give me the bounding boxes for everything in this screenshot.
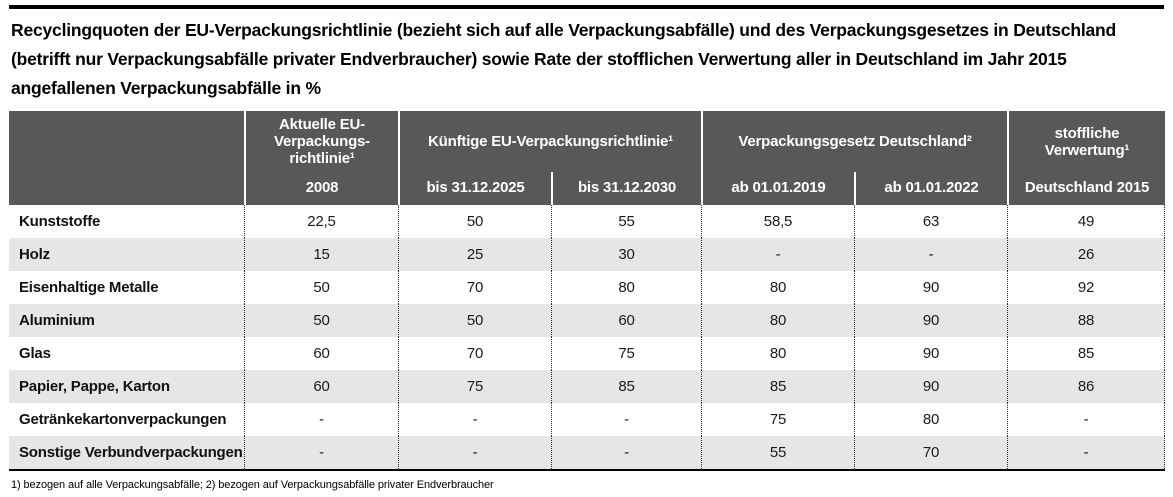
- value-cell: -: [551, 436, 701, 469]
- value-cell: 75: [551, 337, 701, 370]
- table-row: Getränkekartonverpackungen - - - 75 80 -: [9, 403, 1165, 436]
- value-cell: 55: [551, 205, 701, 238]
- value-cell: 60: [244, 370, 398, 403]
- value-cell: 50: [398, 205, 551, 238]
- value-cell: 90: [854, 370, 1007, 403]
- value-cell: 80: [701, 304, 854, 337]
- row-label: Glas: [19, 345, 51, 362]
- value-cell: 80: [701, 337, 854, 370]
- row-label: Kunststoffe: [19, 213, 101, 230]
- top-rule: [9, 5, 1164, 9]
- value-cell: -: [398, 403, 551, 436]
- value-cell: 50: [398, 304, 551, 337]
- header-corner-cell: [9, 111, 244, 205]
- value-cell: 50: [244, 304, 398, 337]
- table-row: Holz 15 25 30 - - 26: [9, 238, 1165, 271]
- subheader-ab-2022: ab 01.01.2022: [854, 172, 1007, 205]
- sub-header-row: 2008 bis 31.12.2025 bis 31.12.2030 ab 01…: [9, 172, 1165, 205]
- value-cell: 49: [1007, 205, 1165, 238]
- group-header-stoffliche-verwertung: stoffliche Verwertung¹: [1007, 111, 1165, 172]
- row-label: Papier, Pappe, Karton: [19, 378, 170, 395]
- value-cell: 60: [244, 337, 398, 370]
- table-body: Kunststoffe 22,5 50 55 58,5 63 49 Holz 1…: [9, 205, 1165, 469]
- table-row: Sonstige Verbundverpackungen - - - 55 70…: [9, 436, 1165, 469]
- group-header-aktuelle-eu-richtlinie: Aktuelle EU-Verpackungs-richtlinie¹: [244, 111, 398, 172]
- subheader-bis-2025: bis 31.12.2025: [398, 172, 551, 205]
- table-row: Kunststoffe 22,5 50 55 58,5 63 49: [9, 205, 1165, 238]
- page-title: Recyclingquoten der EU-Verpackungsrichtl…: [11, 20, 1117, 98]
- value-cell: 88: [1007, 304, 1165, 337]
- value-cell: 25: [398, 238, 551, 271]
- subheader-ab-2019: ab 01.01.2019: [701, 172, 854, 205]
- value-cell: -: [398, 436, 551, 469]
- row-label: Getränkekartonverpackungen: [19, 411, 227, 428]
- value-cell: 86: [1007, 370, 1165, 403]
- value-cell: -: [701, 238, 854, 271]
- value-cell: 85: [551, 370, 701, 403]
- row-label: Holz: [19, 246, 50, 263]
- value-cell: -: [1007, 436, 1165, 469]
- value-cell: 22,5: [244, 205, 398, 238]
- group-header-verpackungsgesetz-deutschland: Verpackungsgesetz Deutschland²: [701, 111, 1007, 172]
- subheader-bis-2030: bis 31.12.2030: [551, 172, 701, 205]
- table-row: Glas 60 70 75 80 90 85: [9, 337, 1165, 370]
- table-header: Aktuelle EU-Verpackungs-richtlinie¹ Künf…: [9, 111, 1165, 205]
- value-cell: 30: [551, 238, 701, 271]
- value-cell: 50: [244, 271, 398, 304]
- footnote: 1) bezogen auf alle Verpackungsabfälle; …: [11, 479, 494, 491]
- value-cell: 70: [854, 436, 1007, 469]
- subheader-deutschland-2015: Deutschland 2015: [1007, 172, 1165, 205]
- value-cell: 63: [854, 205, 1007, 238]
- table-row: Aluminium 50 50 60 80 90 88: [9, 304, 1165, 337]
- value-cell: 15: [244, 238, 398, 271]
- value-cell: 90: [854, 271, 1007, 304]
- group-header-row: Aktuelle EU-Verpackungs-richtlinie¹ Künf…: [9, 111, 1165, 205]
- value-cell: 90: [854, 337, 1007, 370]
- table-row: Papier, Pappe, Karton 60 75 85 85 90 86: [9, 370, 1165, 403]
- recycling-quota-table: Aktuelle EU-Verpackungs-richtlinie¹ Künf…: [9, 111, 1165, 471]
- value-cell: 90: [854, 304, 1007, 337]
- group-header-kuenftige-eu-richtlinie: Künftige EU-Verpackungsrichtlinie¹: [398, 111, 701, 172]
- table-row: Eisenhaltige Metalle 50 70 80 80 90 92: [9, 271, 1165, 304]
- value-cell: 70: [398, 271, 551, 304]
- value-cell: 80: [854, 403, 1007, 436]
- value-cell: 55: [701, 436, 854, 469]
- value-cell: 85: [701, 370, 854, 403]
- value-cell: 60: [551, 304, 701, 337]
- infographic-page: Recyclingquoten der EU-Verpackungsrichtl…: [9, 0, 1165, 491]
- value-cell: 58,5: [701, 205, 854, 238]
- value-cell: 26: [1007, 238, 1165, 271]
- value-cell: -: [854, 238, 1007, 271]
- row-label: Aluminium: [19, 312, 95, 329]
- value-cell: 80: [551, 271, 701, 304]
- subheader-2008: 2008: [244, 172, 398, 205]
- row-label: Eisenhaltige Metalle: [19, 279, 159, 296]
- value-cell: 75: [398, 370, 551, 403]
- value-cell: -: [244, 403, 398, 436]
- row-label: Sonstige Verbundverpackungen: [19, 444, 243, 461]
- value-cell: 75: [701, 403, 854, 436]
- value-cell: -: [1007, 403, 1165, 436]
- value-cell: -: [551, 403, 701, 436]
- value-cell: 70: [398, 337, 551, 370]
- value-cell: 80: [701, 271, 854, 304]
- value-cell: 92: [1007, 271, 1165, 304]
- value-cell: -: [244, 436, 398, 469]
- value-cell: 85: [1007, 337, 1165, 370]
